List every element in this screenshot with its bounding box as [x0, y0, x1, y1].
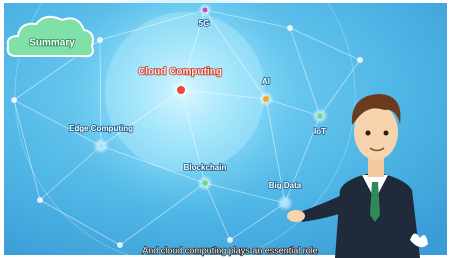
node-label: Cloud Computing	[138, 67, 222, 78]
node-label: 5G	[199, 19, 210, 28]
node-label: Edge Computing	[69, 124, 133, 133]
subtitle-caption: And cloud computing plays an essential r…	[142, 245, 318, 255]
badge-label: Summary	[29, 38, 75, 49]
video-frame: 5G Cloud Computing AI Edge Computing IoT…	[0, 0, 451, 258]
node-label: AI	[262, 77, 270, 86]
node-label: Big Data	[269, 181, 302, 190]
node-label: IoT	[314, 127, 326, 136]
node-label: Blockchain	[184, 163, 227, 172]
